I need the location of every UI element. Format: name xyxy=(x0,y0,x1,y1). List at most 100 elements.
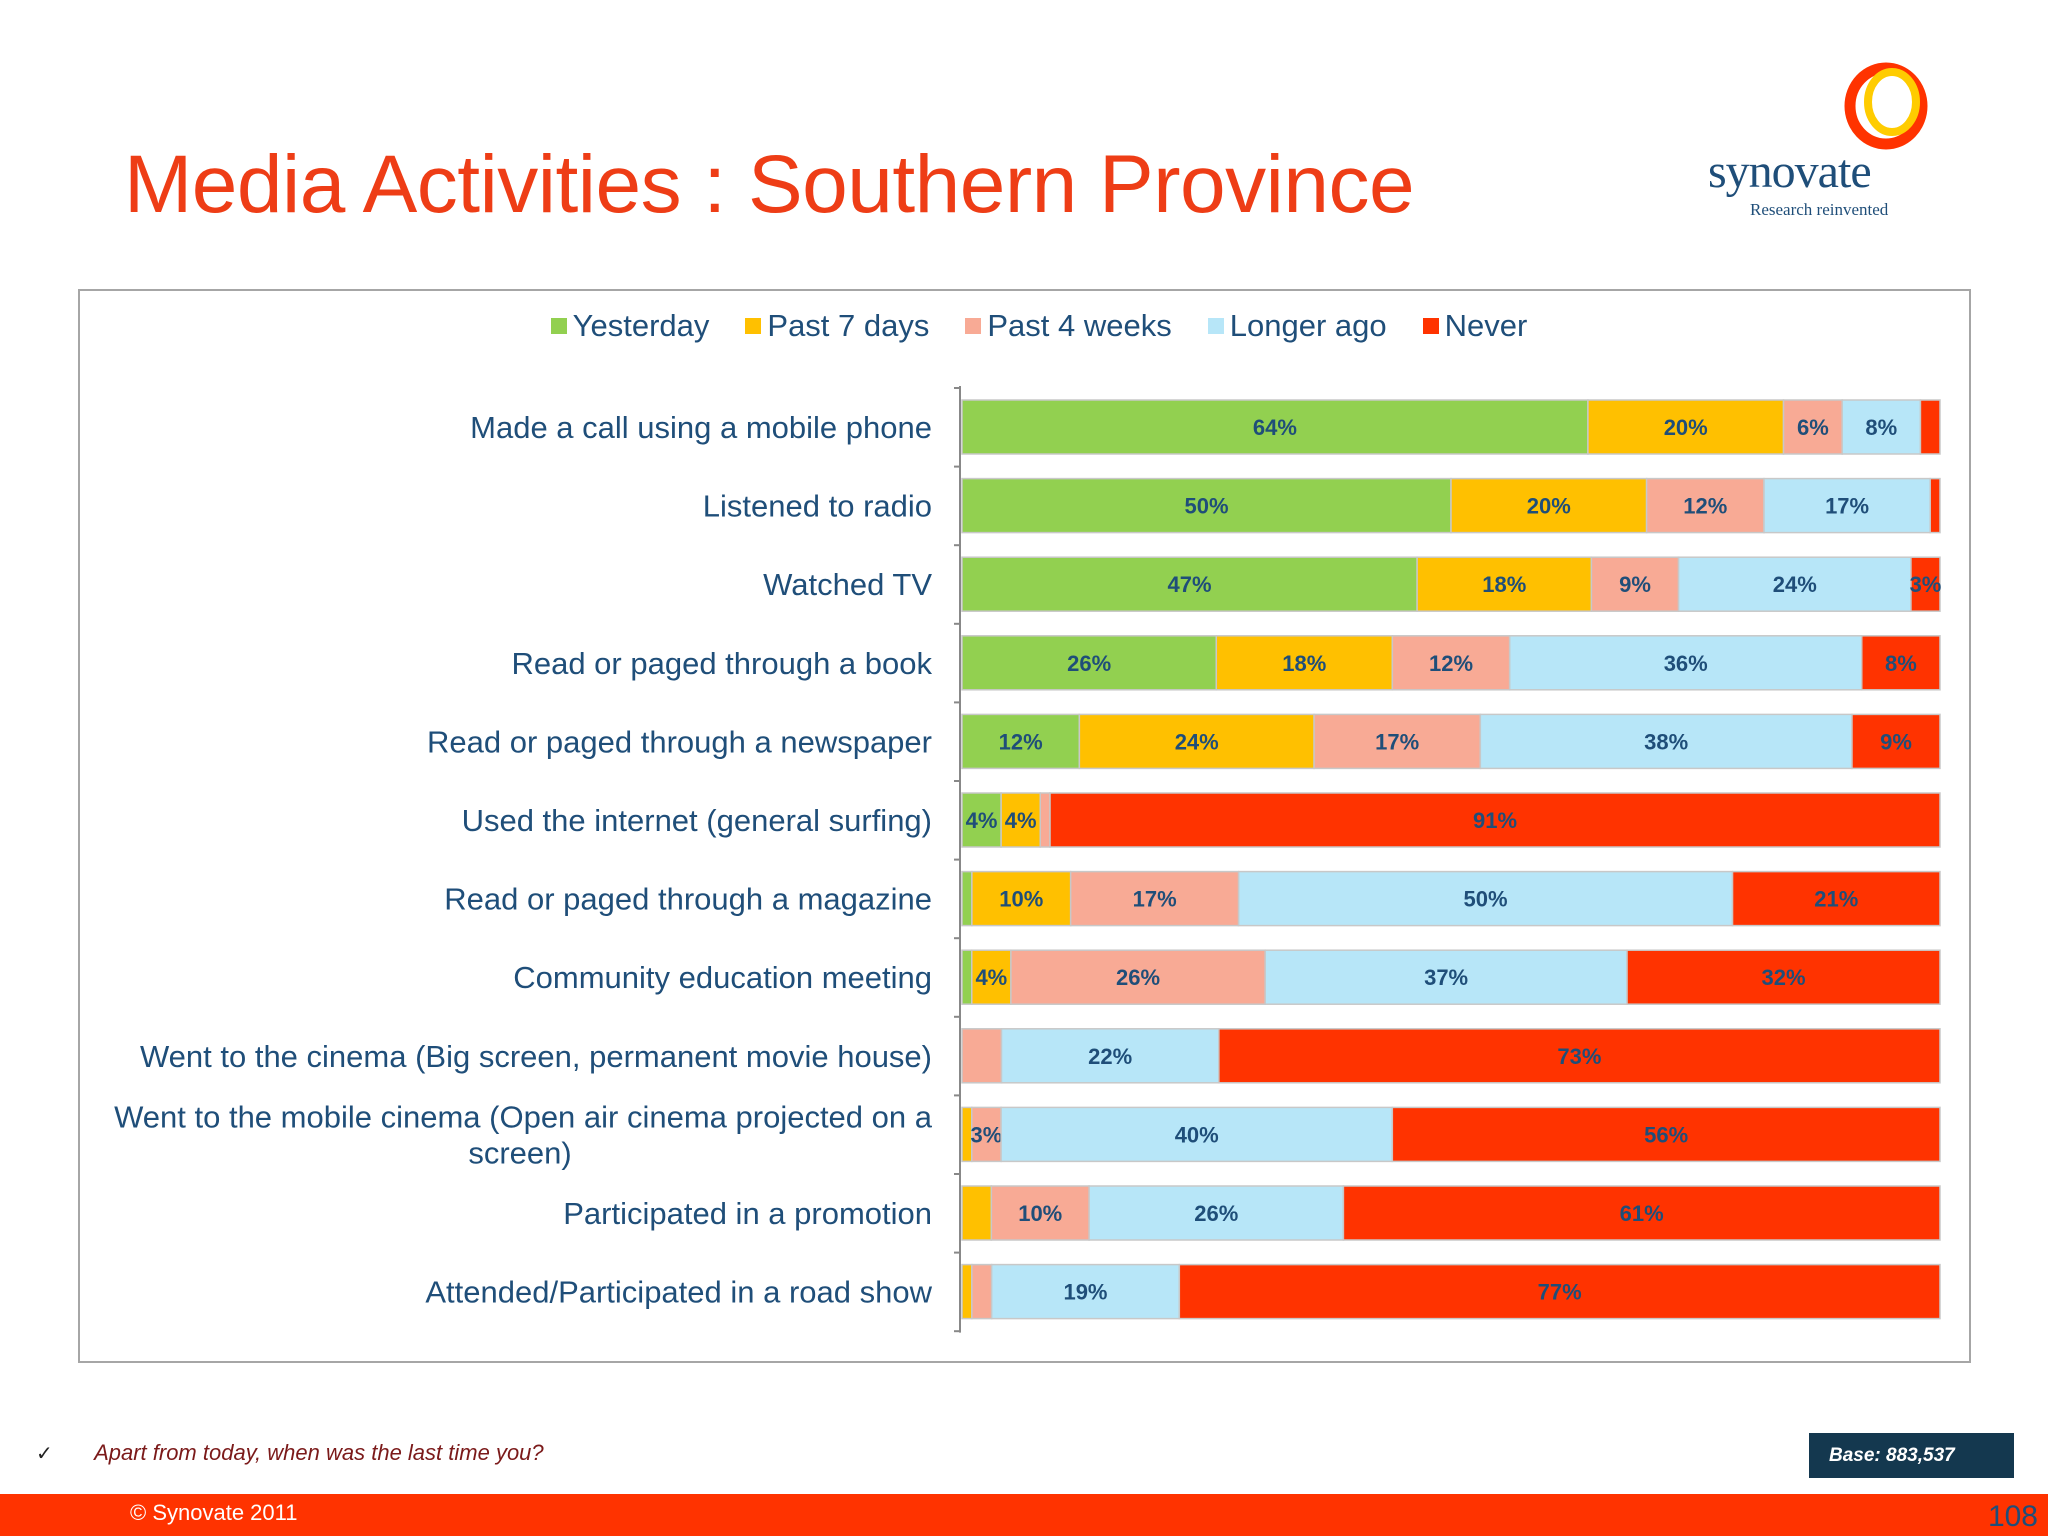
bar-segment-never xyxy=(1919,399,1941,455)
data-label: 50% xyxy=(1464,887,1508,912)
bar-segment-past-7-days xyxy=(971,870,1072,927)
category-label: Community education meeting xyxy=(513,960,932,995)
data-label: 4% xyxy=(975,965,1007,990)
bar-segment-longer-ago xyxy=(1088,1185,1345,1241)
data-label: 38% xyxy=(1644,729,1688,754)
data-label: 10% xyxy=(1018,1201,1062,1226)
bar-segment-past-7-days xyxy=(1587,399,1785,455)
bar-segment-longer-ago xyxy=(990,1263,1181,1320)
legend-label: Past 7 days xyxy=(767,308,930,343)
bar-segment-past-4-weeks xyxy=(1645,477,1765,534)
category-label: Read or paged through a newspaper xyxy=(427,724,932,759)
data-label: 12% xyxy=(999,729,1043,754)
bar-segment-never xyxy=(1851,713,1941,770)
data-label: 64% xyxy=(1253,415,1297,440)
data-label: 73% xyxy=(1557,1044,1601,1069)
bar-segment-never xyxy=(1929,477,1941,534)
bar-segment-past-4-weeks xyxy=(990,1185,1090,1241)
data-label: 24% xyxy=(1773,572,1817,597)
legend-label: Longer ago xyxy=(1229,308,1387,343)
legend-swatch xyxy=(550,318,567,334)
bar-segment-never xyxy=(1218,1028,1941,1084)
data-label: 22% xyxy=(1088,1044,1132,1069)
legend-swatch xyxy=(745,318,762,334)
bar-segment-yesterday xyxy=(961,713,1081,770)
data-label: 47% xyxy=(1168,572,1212,597)
bar-segment-past-4-weeks xyxy=(971,1263,993,1320)
legend-item-past-7-days: Past 7 days xyxy=(745,308,929,344)
category-label: Read or paged through a magazine xyxy=(444,882,932,917)
bar-segment-never xyxy=(1910,556,1941,612)
bar-segment-past-4-weeks xyxy=(1039,792,1051,848)
bar-segment-past-7-days xyxy=(961,1263,973,1320)
copyright: © Synovate 2011 xyxy=(130,1500,298,1525)
category-label: screen) xyxy=(468,1135,571,1170)
data-label: 40% xyxy=(1175,1122,1219,1147)
bar-segment-longer-ago xyxy=(1508,635,1863,691)
data-label: 26% xyxy=(1116,965,1160,990)
page-title: Media Activities : Southern Province xyxy=(124,139,1415,230)
bar-segment-yesterday xyxy=(961,792,1002,848)
data-label: 4% xyxy=(1005,808,1037,833)
data-label: 18% xyxy=(1482,572,1526,597)
data-label: 4% xyxy=(966,808,998,833)
bar-segment-never xyxy=(1731,870,1941,927)
footnote-text: Apart from today, when was the last time… xyxy=(94,1440,544,1465)
data-label: 19% xyxy=(1063,1280,1107,1305)
category-label: Watched TV xyxy=(763,567,932,602)
bar-segment-past-4-weeks xyxy=(961,1028,1003,1084)
bar-segment-past-4-weeks xyxy=(1391,635,1511,691)
bar-segment-past-7-days xyxy=(961,1185,993,1241)
page-number: 108 xyxy=(1987,1500,2038,1533)
data-label: 21% xyxy=(1814,887,1858,912)
legend-item-past-4-weeks: Past 4 weeks xyxy=(965,308,1172,344)
data-label: 3% xyxy=(1910,572,1942,597)
data-label: 37% xyxy=(1424,965,1468,990)
bar-segment-yesterday xyxy=(961,870,973,927)
check-icon: ✓ xyxy=(36,1443,53,1465)
data-label: 26% xyxy=(1067,651,1111,676)
legend-swatch xyxy=(1207,318,1224,334)
base-badge: Base: 883,537 xyxy=(1809,1433,2014,1478)
data-label: 24% xyxy=(1175,729,1219,754)
bar-segment-longer-ago xyxy=(1000,1028,1220,1084)
bar-segment-longer-ago xyxy=(1763,477,1931,534)
category-label: Listened to radio xyxy=(703,489,932,524)
bar-segment-yesterday xyxy=(961,477,1452,534)
data-label: 20% xyxy=(1527,494,1571,519)
category-label: Made a call using a mobile phone xyxy=(470,410,932,445)
bar-segment-past-4-weeks xyxy=(1069,870,1240,927)
legend-item-longer-ago: Longer ago xyxy=(1207,308,1387,344)
stacked-bar-chart: 64% 20% 6% 8% Made a call using a mobile pho… xyxy=(114,386,1942,1333)
bar-segment-past-7-days xyxy=(1416,556,1593,612)
bar-segment-past-7-days xyxy=(1450,477,1648,534)
category-label: Read or paged through a book xyxy=(511,646,932,681)
category-label: Participated in a promotion xyxy=(563,1196,932,1231)
bar-segment-never xyxy=(1391,1106,1941,1163)
data-label: 26% xyxy=(1194,1201,1238,1226)
data-label: 9% xyxy=(1619,572,1651,597)
category-label: Went to the mobile cinema (Open air cine… xyxy=(114,1099,933,1134)
category-label: Used the internet (general surfing) xyxy=(462,803,932,838)
data-label: 32% xyxy=(1761,965,1805,990)
data-label: 6% xyxy=(1797,415,1829,440)
bar-segment-longer-ago xyxy=(1841,399,1922,455)
legend-label: Never xyxy=(1444,308,1528,343)
bar-segment-longer-ago xyxy=(1237,870,1734,927)
synovate-logo: synovate Research reinvented xyxy=(1700,58,1940,228)
bar-segment-never xyxy=(1861,635,1941,691)
data-label: 61% xyxy=(1620,1201,1664,1226)
footnote: ✓ Apart from today, when was the last ti… xyxy=(36,1440,544,1466)
category-label: Went to the cinema (Big screen, permanen… xyxy=(140,1039,932,1074)
logo-wordmark: synovate xyxy=(1708,145,1872,198)
data-label: 77% xyxy=(1538,1280,1582,1305)
data-label: 17% xyxy=(1825,494,1869,519)
logo-tagline: Research reinvented xyxy=(1750,200,1889,219)
bar-segment-never xyxy=(1049,792,1941,848)
data-label: 50% xyxy=(1184,494,1228,519)
bar-segment-yesterday xyxy=(961,949,973,1005)
category-label: Attended/Participated in a road show xyxy=(425,1275,932,1310)
data-label: 36% xyxy=(1664,651,1708,676)
data-label: 8% xyxy=(1865,415,1897,440)
legend-label: Past 4 weeks xyxy=(987,308,1172,343)
